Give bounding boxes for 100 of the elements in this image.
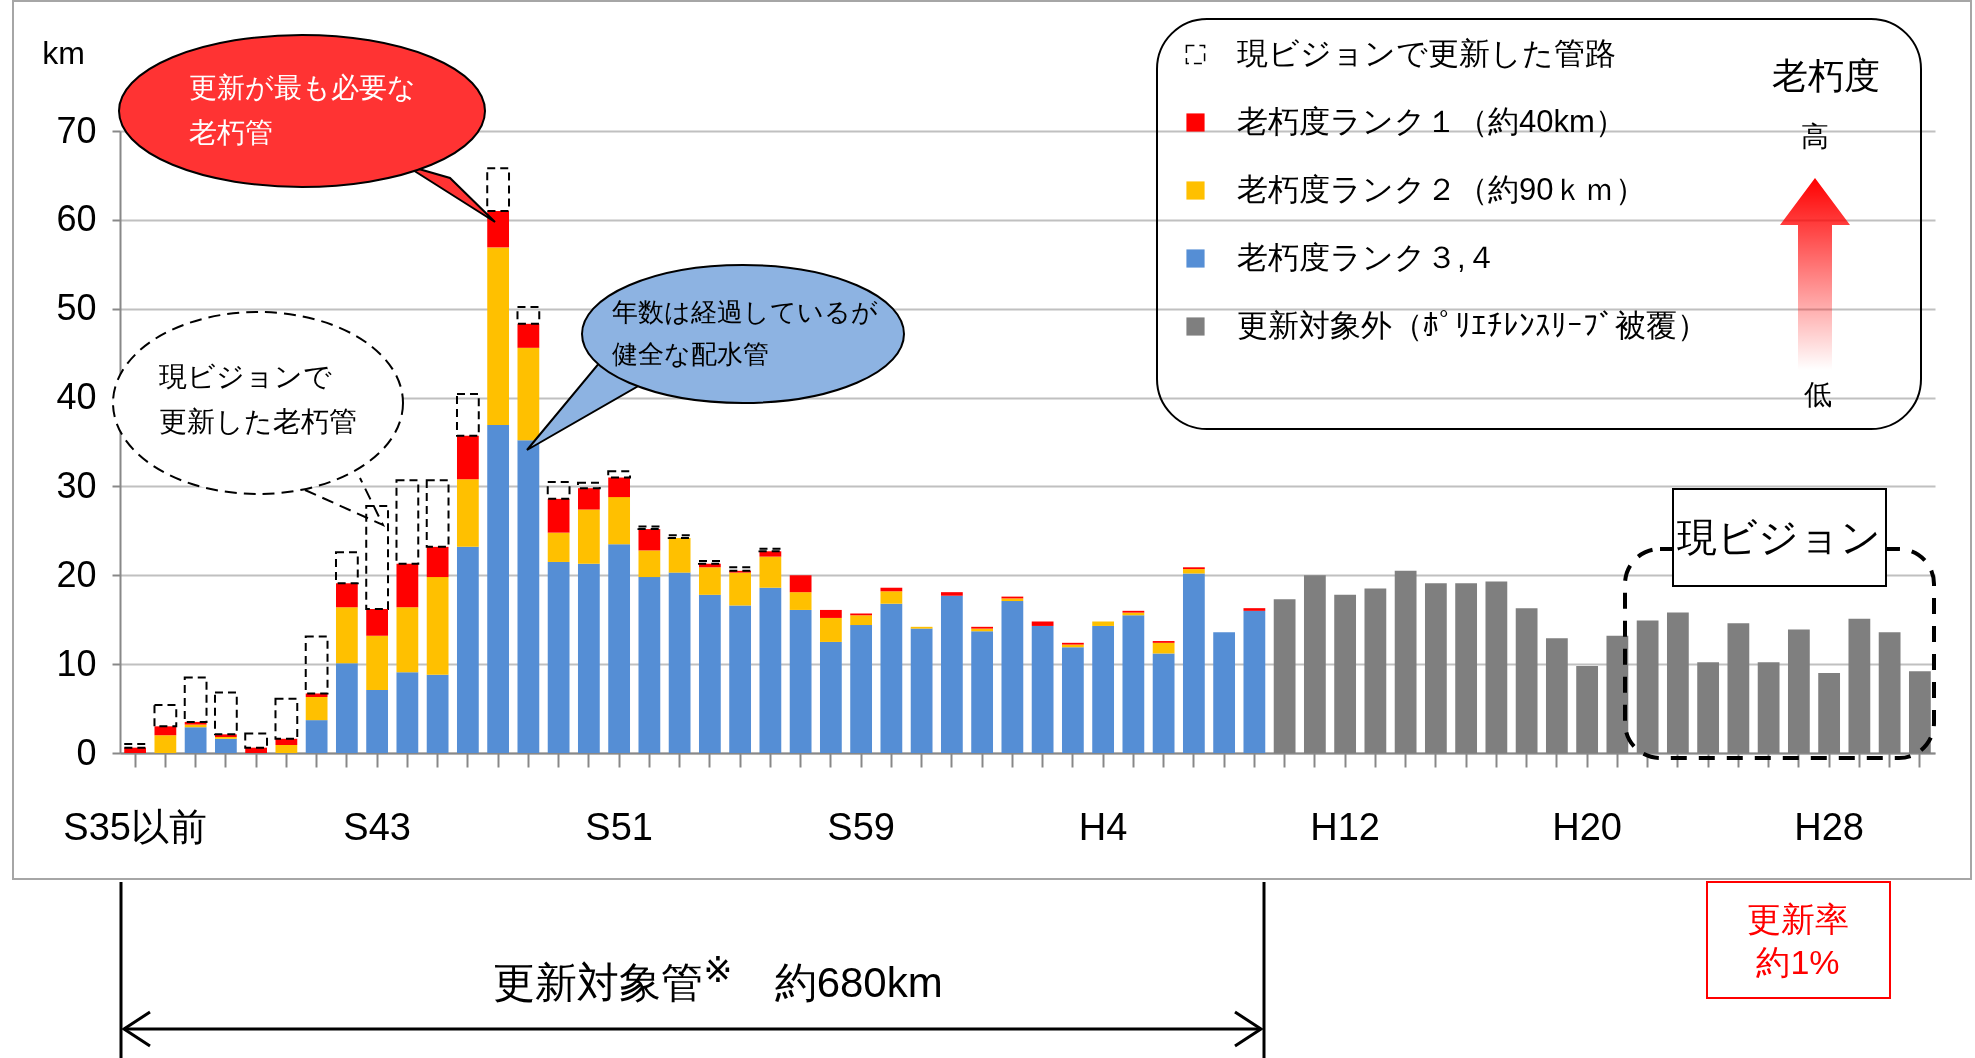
annotation: 更新が最も必要な老朽管 <box>188 71 416 150</box>
bar <box>244 732 269 749</box>
bar <box>516 305 541 325</box>
y-axis-title: km <box>42 34 85 71</box>
x-tick-label: S51 <box>585 805 653 848</box>
bar <box>819 609 842 618</box>
bar <box>517 440 540 753</box>
bar <box>698 567 721 595</box>
bar <box>335 663 358 753</box>
bar <box>637 525 662 531</box>
bar <box>154 726 177 736</box>
bar <box>214 738 237 753</box>
bar <box>426 546 449 578</box>
bar <box>1092 621 1115 626</box>
bar <box>638 577 661 753</box>
bar <box>638 529 661 551</box>
bar <box>850 625 873 753</box>
x-tick-label: H20 <box>1552 805 1622 848</box>
bar <box>608 544 631 753</box>
bar <box>1152 642 1175 654</box>
bar <box>1243 608 1266 611</box>
bar <box>758 547 783 553</box>
bar <box>365 504 390 611</box>
text: 老朽度 <box>1772 54 1880 99</box>
bar <box>940 595 963 753</box>
bar <box>910 628 933 753</box>
bar <box>729 605 752 753</box>
bar <box>366 609 389 636</box>
bar <box>335 583 358 608</box>
bar <box>487 425 510 753</box>
bar <box>456 435 479 480</box>
bar <box>305 720 328 753</box>
bar <box>607 470 632 479</box>
bar <box>789 592 812 610</box>
bar <box>517 347 540 441</box>
bar <box>638 550 661 578</box>
y-tick-label: 10 <box>56 642 97 684</box>
x-tick-label: S59 <box>827 805 895 848</box>
legend-label: 更新対象外（ﾎﾟﾘｴﾁﾚﾝｽﾘｰﾌﾞ被覆） <box>1237 307 1708 343</box>
bar <box>154 735 177 753</box>
bar <box>183 676 208 723</box>
bar <box>546 480 571 500</box>
bar <box>426 674 449 753</box>
bar <box>153 704 178 728</box>
bar <box>819 617 842 642</box>
bar <box>759 556 782 588</box>
bar <box>396 607 419 673</box>
bar <box>576 481 601 490</box>
bar <box>426 577 449 675</box>
bar <box>335 607 358 664</box>
legend-label: 現ビジョンで更新した管路 <box>1237 35 1616 71</box>
bar <box>1031 621 1054 626</box>
bar <box>1031 625 1054 753</box>
y-tick-label: 60 <box>56 198 97 240</box>
bar <box>334 551 359 585</box>
x-tick-label: S43 <box>343 805 411 848</box>
bar <box>880 591 903 604</box>
bar <box>517 323 540 348</box>
annotation: 年数は経過しているが健全な配水管 <box>612 296 878 371</box>
bar <box>456 546 479 753</box>
bar <box>608 477 631 498</box>
bar <box>547 561 570 753</box>
legend-label: 老朽度ランク１（約40km） <box>1237 103 1626 139</box>
bar <box>486 167 511 212</box>
bar <box>455 393 480 437</box>
annotation: 現ビジョンで更新した老朽管 <box>159 360 357 439</box>
bar <box>487 210 510 248</box>
bar <box>366 635 389 690</box>
bar <box>577 488 600 510</box>
bar <box>123 743 148 749</box>
legend-label: 老朽度ランク３,４ <box>1237 239 1497 275</box>
x-tick-label: H28 <box>1794 805 1864 848</box>
bar <box>1243 610 1266 753</box>
text: 更新対象管$^{※}$ 約680km <box>493 949 943 1006</box>
bar <box>1001 601 1024 753</box>
bar <box>819 641 842 753</box>
bar <box>213 691 238 736</box>
bar <box>425 479 450 548</box>
x-tick-label: S35以前 <box>63 805 207 848</box>
bar <box>547 498 570 533</box>
bar <box>698 594 721 753</box>
bar <box>1213 632 1236 753</box>
bar <box>789 609 812 753</box>
x-tick-label: H4 <box>1078 805 1128 848</box>
y-tick-label: 40 <box>56 376 97 418</box>
bar <box>728 566 753 572</box>
bar <box>456 479 479 547</box>
bar <box>577 563 600 753</box>
bar <box>396 672 419 753</box>
annotation: 高 <box>1801 119 1829 154</box>
x-tick-label: H12 <box>1310 805 1380 848</box>
bar <box>1122 615 1145 753</box>
y-tick-label: 20 <box>56 553 97 595</box>
bar <box>1152 653 1175 753</box>
text: 更新率約1% <box>1747 898 1849 982</box>
bar <box>305 697 328 721</box>
legend-label: 老朽度ランク２（約90ｋｍ） <box>1237 171 1647 207</box>
bar <box>547 532 570 562</box>
bar <box>577 509 600 564</box>
bar <box>1182 573 1205 753</box>
